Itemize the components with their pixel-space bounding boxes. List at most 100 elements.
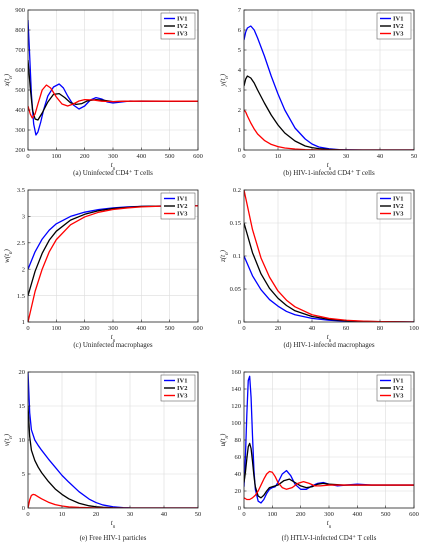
- panel-caption: (b) HIV-1-infected CD4⁺ T cells: [283, 169, 375, 177]
- x-tick-label: 200: [80, 325, 90, 332]
- y-tick-label: 6: [238, 27, 242, 34]
- series-line-iv2: [244, 442, 414, 499]
- legend-label-iv3: IV3: [393, 211, 404, 218]
- y-tick-label: 200: [15, 147, 25, 154]
- x-tick-label: 20: [275, 325, 282, 332]
- panel-caption: (f) HTLV-I-infected CD4⁺ T cells: [282, 534, 377, 542]
- chart-1: 0 100 200 300 400 500 600 200 300 400 500 600 700 800…: [3, 7, 203, 177]
- legend-label-iv2: IV2: [177, 203, 187, 210]
- chart-4: 0 20 40 60 80 100 0 0.05 0.1 0.15 0.2 tn z(tn) IV1IV2…: [219, 187, 419, 349]
- series-line-iv2: [244, 222, 414, 322]
- y-tick-label: 1: [238, 127, 241, 134]
- series-line-iv3: [244, 190, 414, 322]
- y-tick-label: 0.2: [233, 187, 241, 194]
- panel-caption: (e) Free HIV-1 particles: [80, 534, 147, 542]
- series-line-iv3: [244, 109, 414, 150]
- y-tick-label: 500: [15, 87, 25, 94]
- x-tick-label: 100: [51, 153, 61, 160]
- x-tick-label: 500: [165, 153, 175, 160]
- x-tick-label: 20: [309, 153, 316, 160]
- legend-label-iv1: IV1: [393, 378, 403, 385]
- legend-label-iv3: IV3: [177, 393, 188, 400]
- x-tick-label: 50: [195, 511, 202, 518]
- legend-label-iv2: IV2: [177, 385, 187, 392]
- x-tick-label: 400: [352, 511, 362, 518]
- panel-caption: (a) Uninfected CD4⁺ T cells: [73, 169, 153, 177]
- x-axis-label: tn: [327, 333, 332, 344]
- series-line-iv3: [244, 470, 414, 501]
- x-tick-label: 600: [193, 325, 203, 332]
- series-line-iv2: [28, 405, 198, 508]
- y-tick-label: 600: [15, 67, 25, 74]
- x-tick-label: 40: [161, 511, 168, 518]
- y-tick-label: 20: [19, 369, 26, 376]
- y-tick-label: 7: [238, 7, 242, 14]
- series-line-iv1: [244, 25, 414, 150]
- y-tick-label: 2.5: [17, 240, 25, 247]
- legend-label-iv2: IV2: [393, 23, 403, 30]
- y-tick-label: 2: [22, 266, 25, 273]
- y-tick-label: 10: [19, 437, 26, 444]
- x-tick-label: 40: [309, 325, 316, 332]
- y-tick-label: 0.05: [230, 286, 241, 293]
- legend-label-iv3: IV3: [177, 31, 188, 38]
- x-tick-label: 600: [409, 511, 419, 518]
- x-tick-label: 600: [193, 153, 203, 160]
- x-axis-label: tn: [327, 519, 332, 530]
- legend-label-iv1: IV1: [393, 196, 403, 203]
- series-line-iv3: [28, 84, 198, 119]
- x-axis-label: tn: [327, 161, 332, 172]
- y-tick-label: 80: [235, 437, 242, 444]
- legend-label-iv3: IV3: [393, 393, 404, 400]
- x-tick-label: 20: [93, 511, 100, 518]
- y-tick-label: 60: [235, 454, 242, 461]
- y-tick-label: 3: [22, 214, 25, 221]
- x-tick-label: 0: [26, 325, 29, 332]
- panel-caption: (d) HIV-1-infected macrophages: [283, 341, 374, 349]
- y-axis-label: x(tn): [3, 73, 14, 87]
- y-tick-label: 15: [19, 403, 26, 410]
- panel-caption: (c) Uninfected macrophages: [73, 341, 153, 349]
- x-tick-label: 10: [275, 153, 282, 160]
- y-tick-label: 700: [15, 47, 25, 54]
- y-tick-label: 3: [238, 87, 241, 94]
- y-tick-label: 800: [15, 27, 25, 34]
- y-tick-label: 20: [235, 488, 242, 495]
- x-tick-label: 500: [165, 325, 175, 332]
- legend-label-iv1: IV1: [177, 16, 187, 23]
- x-tick-label: 0: [242, 153, 245, 160]
- x-tick-label: 100: [409, 325, 419, 332]
- x-tick-label: 300: [108, 153, 118, 160]
- plot-frame: [243, 9, 415, 151]
- y-tick-label: 900: [15, 7, 25, 14]
- y-tick-label: 3.5: [17, 187, 25, 194]
- x-axis-label: tn: [111, 161, 116, 172]
- x-tick-label: 400: [136, 153, 146, 160]
- x-tick-label: 100: [267, 511, 277, 518]
- y-axis-label: y(tn): [219, 73, 230, 87]
- legend-label-iv3: IV3: [393, 31, 404, 38]
- y-axis-label: v(tn): [3, 433, 14, 446]
- y-tick-label: 2: [238, 107, 241, 114]
- legend-label-iv2: IV2: [393, 203, 403, 210]
- x-tick-label: 10: [59, 511, 66, 518]
- legend-label-iv2: IV2: [177, 23, 187, 30]
- x-tick-label: 0: [242, 325, 245, 332]
- y-tick-label: 120: [231, 403, 241, 410]
- y-tick-label: 0: [238, 319, 241, 326]
- legend-label-iv3: IV3: [177, 211, 188, 218]
- series-line-iv3: [28, 205, 198, 322]
- y-axis-label: w(tn): [3, 248, 14, 262]
- y-tick-label: 0: [238, 147, 241, 154]
- x-tick-label: 0: [26, 511, 29, 518]
- x-tick-label: 100: [51, 325, 61, 332]
- x-tick-label: 0: [26, 153, 29, 160]
